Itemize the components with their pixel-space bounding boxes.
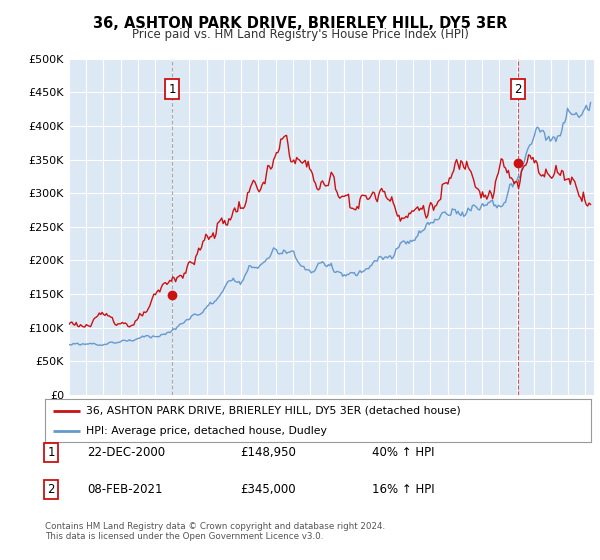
Text: HPI: Average price, detached house, Dudley: HPI: Average price, detached house, Dudl…: [86, 427, 327, 436]
Text: 2: 2: [47, 483, 55, 496]
Text: £148,950: £148,950: [240, 446, 296, 459]
Text: £345,000: £345,000: [240, 483, 296, 496]
Text: 36, ASHTON PARK DRIVE, BRIERLEY HILL, DY5 3ER (detached house): 36, ASHTON PARK DRIVE, BRIERLEY HILL, DY…: [86, 406, 461, 416]
Text: 1: 1: [169, 82, 176, 96]
Text: 16% ↑ HPI: 16% ↑ HPI: [372, 483, 434, 496]
Text: 08-FEB-2021: 08-FEB-2021: [87, 483, 163, 496]
Text: Price paid vs. HM Land Registry's House Price Index (HPI): Price paid vs. HM Land Registry's House …: [131, 28, 469, 41]
Text: 1: 1: [47, 446, 55, 459]
Text: 22-DEC-2000: 22-DEC-2000: [87, 446, 165, 459]
Text: 2: 2: [515, 82, 522, 96]
Text: 40% ↑ HPI: 40% ↑ HPI: [372, 446, 434, 459]
Text: Contains HM Land Registry data © Crown copyright and database right 2024.: Contains HM Land Registry data © Crown c…: [45, 522, 385, 531]
Text: 36, ASHTON PARK DRIVE, BRIERLEY HILL, DY5 3ER: 36, ASHTON PARK DRIVE, BRIERLEY HILL, DY…: [93, 16, 507, 31]
Text: This data is licensed under the Open Government Licence v3.0.: This data is licensed under the Open Gov…: [45, 532, 323, 541]
